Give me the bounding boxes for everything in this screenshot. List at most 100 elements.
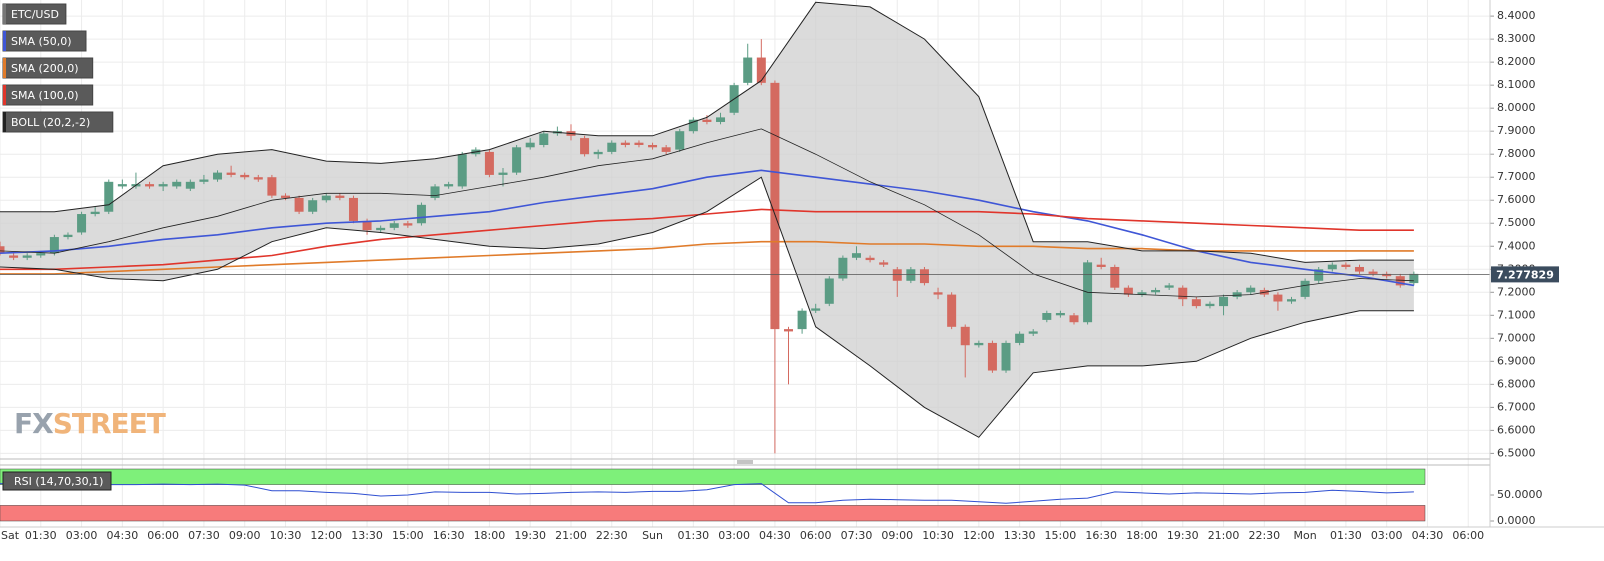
candle-body <box>933 292 943 295</box>
candle-body <box>1042 313 1052 320</box>
oversold-zone <box>0 505 1426 522</box>
candle-body <box>335 195 345 198</box>
candle-body <box>1354 266 1364 272</box>
y-tick-label: 8.0000 <box>1497 101 1536 114</box>
candle-body <box>525 142 535 148</box>
candle-body <box>389 223 399 228</box>
x-tick-label: 01:30 <box>1330 529 1362 542</box>
rsi-line <box>0 483 1414 504</box>
x-tick-label: 06:00 <box>147 529 179 542</box>
candle-body <box>1069 315 1079 323</box>
x-tick-label: 16:30 <box>433 529 465 542</box>
candle-body <box>1395 276 1405 286</box>
x-tick-label: 12:00 <box>963 529 995 542</box>
y-tick-label: 7.9000 <box>1497 124 1536 137</box>
x-tick-label: 06:00 <box>800 529 832 542</box>
legend-item[interactable]: SMA (100,0) <box>2 84 94 106</box>
legend-item[interactable]: SMA (50,0) <box>2 30 87 52</box>
candle-body <box>213 172 223 180</box>
legend-item[interactable]: ETC/USD <box>2 3 67 25</box>
candle-body <box>688 119 698 132</box>
candle-body <box>1055 313 1065 316</box>
candle-body <box>512 147 522 173</box>
x-tick-label: 10:30 <box>270 529 302 542</box>
x-tick-label: Mon <box>1294 529 1317 542</box>
candle-body <box>851 253 861 258</box>
x-tick-label: 09:00 <box>229 529 261 542</box>
x-tick-label: 22:30 <box>1248 529 1280 542</box>
candle-body <box>9 255 19 258</box>
watermark-part: STREET <box>53 407 166 440</box>
candle-body <box>1178 287 1188 300</box>
candle-body <box>539 133 549 145</box>
x-tick-label: 18:00 <box>474 529 506 542</box>
x-tick-label: 18:00 <box>1126 529 1158 542</box>
candle-body <box>294 197 304 212</box>
legend-item[interactable]: BOLL (20,2,-2) <box>2 111 114 133</box>
candle-body <box>770 82 780 330</box>
candle-body <box>36 253 46 256</box>
last-price-label: 7.277829 <box>1496 268 1554 281</box>
candle-body <box>117 184 127 187</box>
candle-body <box>865 257 875 261</box>
candle-body <box>716 117 726 122</box>
candle-body <box>838 257 848 279</box>
candle-body <box>1028 331 1038 334</box>
rsi-legend[interactable]: RSI (14,70,30,1) <box>2 471 112 491</box>
legend-item[interactable]: SMA (200,0) <box>2 57 94 79</box>
candle-body <box>1137 292 1147 295</box>
x-tick-label: 07:30 <box>188 529 220 542</box>
y-tick-label: 7.8000 <box>1497 147 1536 160</box>
y-tick-label: 6.8000 <box>1497 377 1536 390</box>
sma-line <box>0 240 1414 275</box>
x-tick-label: 10:30 <box>922 529 954 542</box>
band-fill <box>0 2 1414 438</box>
candle-body <box>308 200 318 212</box>
candle-body <box>1001 342 1011 371</box>
watermark: FXSTREET <box>14 407 166 440</box>
x-tick-label: 03:00 <box>1371 529 1403 542</box>
candle-body <box>430 186 440 198</box>
grid-layer <box>0 0 1490 527</box>
candle-body <box>498 172 508 175</box>
candle-body <box>919 269 929 284</box>
band-layer <box>0 2 1414 438</box>
candle-body <box>987 342 997 371</box>
candle-body <box>77 214 87 233</box>
overbought-zone <box>0 468 1426 485</box>
legend-label: SMA (50,0) <box>11 35 72 48</box>
candle-body <box>580 138 590 155</box>
candle-body <box>1232 292 1242 297</box>
candle-body <box>185 181 195 189</box>
x-tick-label: 01:30 <box>25 529 57 542</box>
candle-body <box>1096 264 1106 267</box>
legend-label: SMA (200,0) <box>11 62 79 75</box>
x-tick-label: 19:30 <box>1167 529 1199 542</box>
candle-body <box>947 294 957 327</box>
x-tick-label: 01:30 <box>677 529 709 542</box>
candle-body <box>1164 285 1174 288</box>
x-tick-label: 09:00 <box>881 529 913 542</box>
rsi-y-tick-label: 0.0000 <box>1497 514 1536 527</box>
candle-body <box>240 174 250 178</box>
candle-body <box>158 184 168 187</box>
candle-body <box>675 131 685 150</box>
candle-body <box>607 142 617 152</box>
last-price-box <box>1491 266 1559 283</box>
candle-body <box>756 57 766 83</box>
y-tick-label: 6.5000 <box>1497 446 1536 459</box>
candle-body <box>1368 271 1378 274</box>
candle-body <box>1123 287 1133 295</box>
sma-line <box>0 169 1415 287</box>
candle-body <box>974 342 984 346</box>
candle-body <box>892 269 902 281</box>
legend-label: ETC/USD <box>11 8 59 21</box>
candle-body <box>362 220 372 231</box>
legend-label: BOLL (20,2,-2) <box>11 116 90 129</box>
candle-body <box>1300 280 1310 297</box>
y-tick-label: 7.1000 <box>1497 308 1536 321</box>
sma-line <box>0 208 1414 271</box>
legend-swatch <box>3 58 6 78</box>
candle-body <box>1287 299 1297 302</box>
resize-handle[interactable] <box>737 460 753 464</box>
